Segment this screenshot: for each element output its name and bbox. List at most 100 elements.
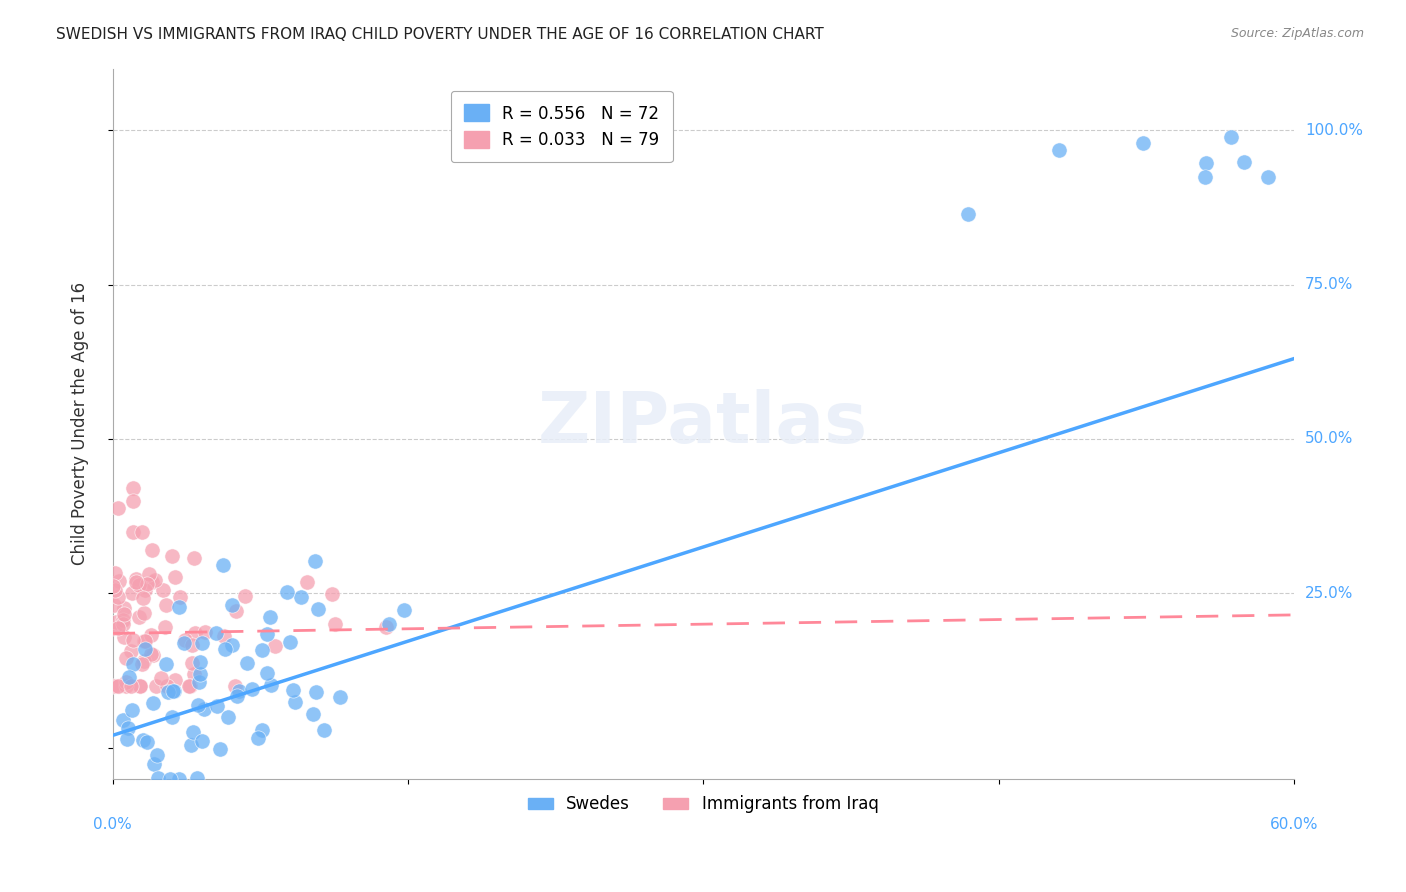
Point [125, 572, 148, 586]
Point [188, 675, 211, 690]
Point [111, 613, 134, 627]
Point [305, 684, 328, 698]
Point [122, 632, 145, 647]
Point [146, 747, 169, 762]
Point [186, 772, 208, 786]
Point [304, 554, 326, 568]
Point [107, 590, 129, 604]
Point [1194, 169, 1216, 184]
Point [103, 679, 125, 693]
Point [148, 771, 170, 785]
Point [235, 656, 257, 670]
Text: 50.0%: 50.0% [1305, 432, 1353, 447]
Point [165, 673, 187, 687]
Point [155, 598, 177, 612]
Point [143, 573, 166, 587]
Point [260, 678, 283, 692]
Point [190, 734, 212, 748]
Point [120, 644, 142, 658]
Point [142, 648, 165, 662]
Point [118, 670, 141, 684]
Text: 100.0%: 100.0% [1305, 123, 1362, 137]
Point [956, 207, 979, 221]
Point [191, 636, 214, 650]
Point [107, 679, 129, 693]
Point [132, 732, 155, 747]
Point [181, 725, 204, 739]
Point [115, 675, 138, 690]
Point [121, 702, 143, 716]
Text: 60.0%: 60.0% [1270, 817, 1317, 832]
Point [323, 616, 346, 631]
Point [290, 590, 312, 604]
Y-axis label: Child Poverty Under the Age of 16: Child Poverty Under the Age of 16 [72, 282, 89, 565]
Point [150, 671, 173, 685]
Point [217, 710, 239, 724]
Point [115, 650, 138, 665]
Point [225, 689, 247, 703]
Point [112, 607, 135, 621]
Point [167, 599, 190, 614]
Legend: Swedes, Immigrants from Iraq: Swedes, Immigrants from Iraq [522, 789, 886, 820]
Point [321, 587, 343, 601]
Point [221, 638, 243, 652]
Point [281, 683, 304, 698]
Point [225, 604, 247, 618]
Point [103, 598, 125, 612]
Point [169, 590, 191, 604]
Point [377, 616, 399, 631]
Point [193, 702, 215, 716]
Point [108, 679, 131, 693]
Point [134, 634, 156, 648]
Point [134, 633, 156, 648]
Point [167, 772, 190, 786]
Point [163, 684, 186, 698]
Point [128, 610, 150, 624]
Point [329, 690, 352, 704]
Point [115, 731, 138, 746]
Point [121, 481, 143, 495]
Point [136, 576, 159, 591]
Point [132, 654, 155, 668]
Point [128, 578, 150, 592]
Point [264, 640, 287, 654]
Point [1195, 156, 1218, 170]
Point [142, 756, 165, 771]
Point [250, 723, 273, 737]
Point [302, 707, 325, 722]
Point [155, 657, 177, 671]
Text: ZIPatlas: ZIPatlas [538, 389, 869, 458]
Point [129, 679, 152, 693]
Point [107, 622, 129, 636]
Point [180, 656, 202, 670]
Point [101, 579, 124, 593]
Point [214, 642, 236, 657]
Point [174, 632, 197, 647]
Point [276, 584, 298, 599]
Point [256, 627, 278, 641]
Point [184, 625, 207, 640]
Point [179, 679, 201, 693]
Point [160, 710, 183, 724]
Point [141, 543, 163, 558]
Point [107, 501, 129, 516]
Point [108, 574, 131, 588]
Point [139, 647, 162, 661]
Point [111, 713, 134, 727]
Point [259, 609, 281, 624]
Point [112, 617, 135, 632]
Point [121, 586, 143, 600]
Point [145, 679, 167, 693]
Point [194, 624, 217, 639]
Point [295, 574, 318, 589]
Point [374, 620, 396, 634]
Point [183, 666, 205, 681]
Point [190, 655, 212, 669]
Point [179, 679, 201, 693]
Point [104, 679, 127, 693]
Point [1132, 136, 1154, 150]
Point [205, 699, 228, 714]
Point [141, 628, 163, 642]
Text: Source: ZipAtlas.com: Source: ZipAtlas.com [1230, 27, 1364, 40]
Point [173, 636, 195, 650]
